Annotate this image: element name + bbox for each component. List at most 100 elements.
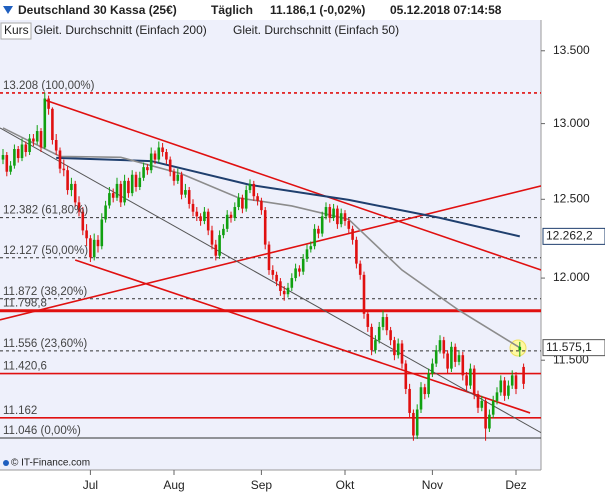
candle-body: [248, 183, 252, 191]
candle-body: [187, 190, 191, 204]
level-label: 11.046 (0,00%): [3, 425, 81, 437]
candle-body: [465, 375, 468, 386]
x-tick-label: Aug: [163, 478, 184, 492]
candle-body: [336, 208, 339, 225]
source: © IT-Finance.com: [11, 458, 90, 469]
trend-line: [74, 259, 531, 414]
candle-body: [127, 180, 130, 194]
candle-body: [256, 196, 259, 201]
candle-body: [5, 155, 9, 172]
candle-body: [412, 412, 415, 436]
level-label: 11.798,8: [3, 298, 47, 310]
candle-body: [263, 210, 267, 245]
y-tick-label: 13.500: [553, 43, 590, 57]
candle-body: [404, 363, 408, 389]
candle-body: [1, 155, 5, 160]
candle-body: [153, 153, 157, 160]
price-label-box: [542, 339, 605, 357]
candle-body: [225, 214, 229, 229]
candle-body: [96, 239, 100, 247]
candle-body: [362, 274, 366, 314]
candle-body: [244, 190, 248, 209]
candle-body: [199, 216, 202, 222]
candle-body: [328, 207, 332, 218]
timestamp: 05.12.2018 07:14:58: [390, 3, 502, 17]
candle-body: [229, 214, 233, 218]
candle-body: [275, 274, 278, 282]
instrument-title: Deutschland 30 Kassa (25€): [18, 3, 177, 17]
candle-body: [309, 246, 313, 250]
candle-body: [161, 147, 164, 153]
candle-body: [237, 197, 240, 208]
candle-body: [206, 211, 210, 231]
candle-body: [427, 373, 430, 395]
x-tick-label: Okt: [336, 478, 355, 492]
header: Deutschland 30 Kassa (25€) Täglich 11.18…: [3, 3, 502, 17]
candle-body: [89, 238, 92, 258]
candle-body: [62, 168, 66, 171]
candle-body: [66, 170, 69, 191]
price-label: 11.575,1: [546, 340, 592, 354]
candle-body: [374, 340, 377, 351]
candle-body: [358, 263, 362, 275]
candle-body: [400, 343, 404, 364]
candle-body: [142, 167, 145, 178]
candle-body: [415, 409, 419, 436]
last-price: 11.186,1 (-0,02%): [270, 3, 365, 17]
candle-body: [510, 375, 514, 386]
candle-body: [286, 287, 290, 295]
candle-body: [377, 326, 381, 341]
candle-body: [16, 149, 20, 159]
candle-body: [43, 98, 47, 148]
candle-body: [298, 268, 301, 272]
candle-body: [115, 183, 119, 198]
price-label-box: [542, 227, 605, 245]
footer: © IT-Finance.com: [3, 458, 90, 469]
candle-body: [324, 207, 328, 217]
candle-body: [484, 400, 487, 429]
candle-body: [20, 144, 24, 159]
candle-body: [138, 177, 142, 187]
moving-average: [2, 127, 521, 349]
y-tick-label: 13.000: [553, 116, 590, 130]
candle-body: [77, 202, 81, 212]
level-label: 11.162: [3, 405, 37, 417]
candle-body: [108, 193, 111, 206]
candle-body: [13, 149, 16, 166]
price-label: 12.262,2: [546, 229, 593, 243]
candle-body: [123, 180, 126, 203]
candle-body: [393, 340, 396, 356]
y-tick-label: 12.000: [553, 270, 590, 284]
candle-body: [282, 290, 286, 295]
candle-body: [332, 208, 335, 218]
candle-body: [73, 183, 77, 203]
candle-body: [385, 317, 389, 331]
trend-line: [0, 127, 541, 434]
candle-body: [503, 380, 506, 396]
x-tick-label: Nov: [422, 478, 443, 492]
candle-body: [518, 346, 522, 351]
level-label: 12.382 (61,80%): [3, 205, 88, 217]
candle-body: [419, 387, 423, 410]
candle-body: [191, 203, 195, 212]
candle-body: [313, 228, 316, 247]
level-label: 13.208 (100,00%): [3, 80, 95, 92]
period: Täglich: [211, 3, 253, 17]
candle-body: [58, 150, 62, 169]
candle-body: [146, 167, 149, 171]
candle-body: [165, 152, 168, 160]
candle-body: [396, 343, 400, 356]
candle-body: [446, 353, 449, 369]
candle-body: [233, 207, 237, 218]
candle-body: [476, 394, 480, 408]
level-label: 11.872 (38,20%): [3, 286, 87, 298]
candle-body: [271, 270, 275, 275]
candle-body: [469, 368, 472, 386]
candle-body: [176, 174, 180, 181]
legend-price: Kurs: [4, 23, 29, 37]
down-arrow-icon: [3, 6, 13, 14]
candle-body: [260, 200, 263, 211]
candle-body: [389, 330, 392, 341]
candle-body: [214, 244, 218, 256]
